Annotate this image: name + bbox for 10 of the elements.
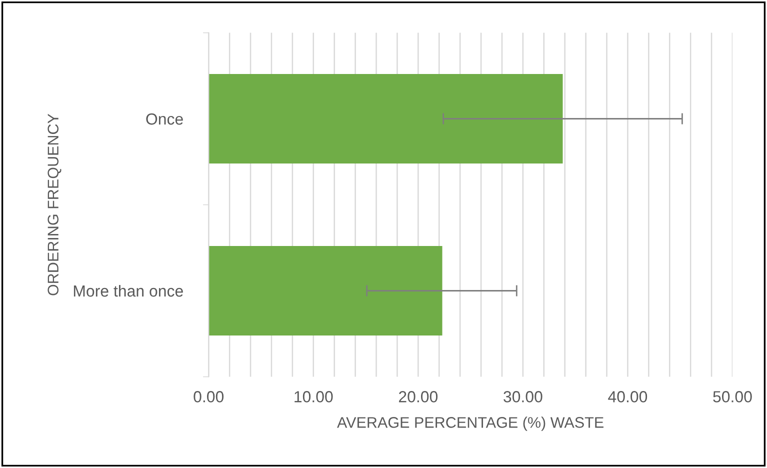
x-tick-label: 40.00: [608, 391, 648, 402]
x-tick-label: 50.00: [713, 391, 752, 402]
y-tick-label: Once: [146, 113, 183, 125]
x-tick-label: 10.00: [294, 391, 333, 402]
x-tick-label: 30.00: [504, 391, 542, 402]
x-tick-label: 20.00: [398, 391, 438, 402]
x-tick-label: 0.00: [194, 391, 224, 402]
x-axis-title: AVERAGE PERCENTAGE (%) WASTE: [337, 416, 604, 431]
y-axis-title: ORDERING FREQUENCY: [48, 114, 62, 296]
y-tick-label: More than once: [74, 284, 183, 297]
